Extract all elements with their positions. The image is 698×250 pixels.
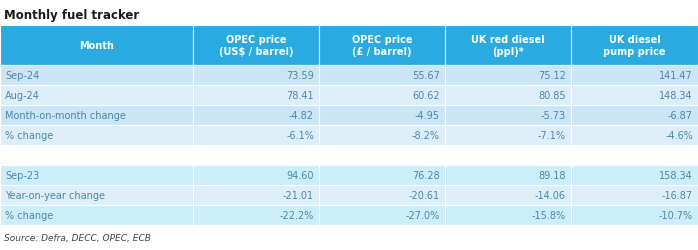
Text: % change: % change <box>5 210 53 220</box>
Bar <box>193 106 319 126</box>
Bar <box>445 165 571 185</box>
Text: 80.85: 80.85 <box>538 91 566 101</box>
Bar <box>0 165 193 185</box>
Text: -14.06: -14.06 <box>535 190 566 200</box>
Text: -5.73: -5.73 <box>541 110 566 120</box>
Text: 158.34: 158.34 <box>659 170 693 180</box>
Text: -4.95: -4.95 <box>415 110 440 120</box>
Bar <box>571 146 698 165</box>
Bar <box>571 26 698 66</box>
Bar <box>319 26 445 66</box>
Bar <box>571 66 698 86</box>
Text: -10.7%: -10.7% <box>659 210 693 220</box>
Text: UK red diesel
(ppl)*: UK red diesel (ppl)* <box>471 35 545 57</box>
Text: -21.01: -21.01 <box>283 190 314 200</box>
Text: -6.1%: -6.1% <box>286 130 314 140</box>
Bar <box>0 185 193 205</box>
Text: -22.2%: -22.2% <box>280 210 314 220</box>
Text: Month: Month <box>79 41 114 51</box>
Text: 141.47: 141.47 <box>659 71 693 81</box>
Text: 94.60: 94.60 <box>286 170 314 180</box>
Bar <box>571 185 698 205</box>
Text: -4.6%: -4.6% <box>665 130 693 140</box>
Bar <box>319 146 445 165</box>
Text: UK diesel
pump price: UK diesel pump price <box>603 35 666 57</box>
Text: 60.62: 60.62 <box>413 91 440 101</box>
Bar <box>445 106 571 126</box>
Text: OPEC price
(US$ / barrel): OPEC price (US$ / barrel) <box>218 35 293 57</box>
Text: -6.87: -6.87 <box>668 110 693 120</box>
Bar <box>319 126 445 146</box>
Bar <box>445 26 571 66</box>
Text: 78.41: 78.41 <box>286 91 314 101</box>
Bar <box>193 185 319 205</box>
Bar <box>193 205 319 225</box>
Bar <box>319 66 445 86</box>
Bar <box>445 205 571 225</box>
Text: Monthly fuel tracker: Monthly fuel tracker <box>4 9 139 22</box>
Bar <box>571 106 698 126</box>
Text: Year-on-year change: Year-on-year change <box>5 190 105 200</box>
Text: % change: % change <box>5 130 53 140</box>
Bar <box>445 126 571 146</box>
Bar <box>0 146 193 165</box>
Text: 76.28: 76.28 <box>413 170 440 180</box>
Text: 73.59: 73.59 <box>286 71 314 81</box>
Text: -8.2%: -8.2% <box>412 130 440 140</box>
Bar <box>319 86 445 105</box>
Bar <box>319 205 445 225</box>
Text: OPEC price
(£ / barrel): OPEC price (£ / barrel) <box>352 35 413 57</box>
Bar <box>193 165 319 185</box>
Text: Sep-24: Sep-24 <box>5 71 39 81</box>
Bar <box>445 66 571 86</box>
Bar <box>571 86 698 105</box>
Bar <box>571 165 698 185</box>
Bar <box>193 26 319 66</box>
Bar <box>0 126 193 146</box>
Bar <box>0 86 193 105</box>
Text: -15.8%: -15.8% <box>532 210 566 220</box>
Bar <box>571 205 698 225</box>
Bar <box>0 205 193 225</box>
Bar <box>0 26 193 66</box>
Bar <box>319 165 445 185</box>
Text: Source: Defra, DECC, OPEC, ECB: Source: Defra, DECC, OPEC, ECB <box>4 233 151 242</box>
Text: -16.87: -16.87 <box>662 190 693 200</box>
Bar <box>319 106 445 126</box>
Bar <box>0 106 193 126</box>
Text: Aug-24: Aug-24 <box>5 91 40 101</box>
Text: -7.1%: -7.1% <box>538 130 566 140</box>
Bar <box>193 146 319 165</box>
Bar <box>571 126 698 146</box>
Bar <box>193 126 319 146</box>
Text: Month-on-month change: Month-on-month change <box>5 110 126 120</box>
Text: -20.61: -20.61 <box>409 190 440 200</box>
Bar <box>193 86 319 105</box>
Bar <box>445 146 571 165</box>
Text: -4.82: -4.82 <box>289 110 314 120</box>
Bar <box>445 185 571 205</box>
Bar <box>0 66 193 86</box>
Bar <box>445 86 571 105</box>
Text: 75.12: 75.12 <box>538 71 566 81</box>
Text: Sep-23: Sep-23 <box>5 170 39 180</box>
Bar <box>193 66 319 86</box>
Text: 55.67: 55.67 <box>412 71 440 81</box>
Text: 89.18: 89.18 <box>538 170 566 180</box>
Bar <box>319 185 445 205</box>
Text: 148.34: 148.34 <box>660 91 693 101</box>
Text: -27.0%: -27.0% <box>406 210 440 220</box>
